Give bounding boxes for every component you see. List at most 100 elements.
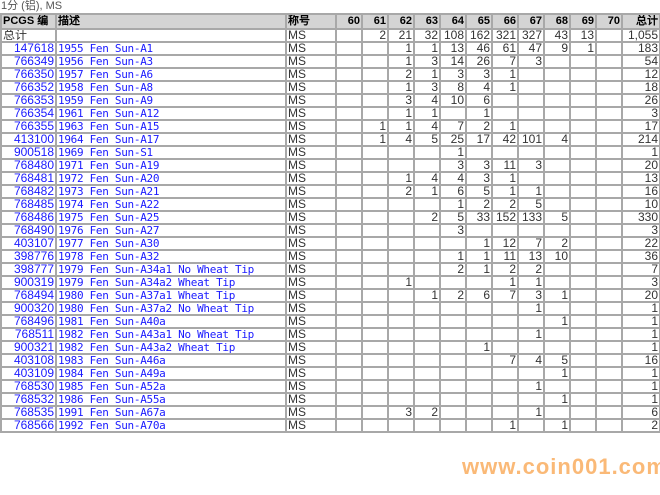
pcgs-code-link[interactable]: 766350 [0,67,57,82]
description-link[interactable]: 1979 Fen Sun-A34a1 No Wheat Tip [55,262,287,277]
pcgs-code-link[interactable]: 768532 [0,392,57,407]
pcgs-code-link[interactable]: 900518 [0,145,57,160]
description-link[interactable]: 1958 Fen Sun-A8 [55,80,287,95]
pcgs-code-link[interactable]: 147618 [0,41,57,56]
pcgs-code-link[interactable]: 766349 [0,54,57,69]
description-link[interactable]: 1982 Fen Sun-A43a1 No Wheat Tip [55,327,287,342]
header-grade-68[interactable]: 68 [543,13,571,30]
row-total: 1 [621,340,660,355]
header-designation[interactable]: 称号 [285,13,337,30]
pcgs-code-link[interactable]: 768482 [0,184,57,199]
header-grade-69[interactable]: 69 [569,13,597,30]
grade-count-61 [361,379,389,394]
description-link[interactable]: 1972 Fen Sun-A20 [55,171,287,186]
description-link[interactable]: 1973 Fen Sun-A21 [55,184,287,199]
header-code[interactable]: PCGS 编 [0,13,57,30]
header-grade-65[interactable]: 65 [465,13,493,30]
grade-count-60 [335,41,363,56]
header-grade-67[interactable]: 67 [517,13,545,30]
grade-count-68 [543,158,571,173]
pcgs-code-link[interactable]: 766355 [0,119,57,134]
header-grade-66[interactable]: 66 [491,13,519,30]
pcgs-code-link[interactable]: 766354 [0,106,57,121]
pcgs-code-link[interactable]: 768485 [0,197,57,212]
designation: MS [285,301,337,316]
description-link[interactable]: 1982 Fen Sun-A43a2 Wheat Tip [55,340,287,355]
description-link[interactable]: 1983 Fen Sun-A46a [55,353,287,368]
pcgs-code-link[interactable]: 768566 [0,418,57,433]
grade-count-61 [361,197,389,212]
grade-count-66 [491,106,519,121]
pcgs-code-link[interactable]: 766352 [0,80,57,95]
description-link[interactable]: 1986 Fen Sun-A55a [55,392,287,407]
description-link[interactable]: 1975 Fen Sun-A25 [55,210,287,225]
pcgs-code-link[interactable]: 403108 [0,353,57,368]
grade-count-66: 1 [491,171,519,186]
header-grade-64[interactable]: 64 [439,13,467,30]
description-link[interactable]: 1959 Fen Sun-A9 [55,93,287,108]
grade-count-64: 25 [439,132,467,147]
header-grade-60[interactable]: 60 [335,13,363,30]
grade-count-63 [413,353,441,368]
pcgs-code-link[interactable]: 413100 [0,132,57,147]
pcgs-code-link[interactable]: 398776 [0,249,57,264]
pcgs-code-link[interactable]: 768490 [0,223,57,238]
pcgs-code-link[interactable]: 768486 [0,210,57,225]
description-link[interactable]: 1963 Fen Sun-A15 [55,119,287,134]
grade-count-60 [335,288,363,303]
row-total: 16 [621,184,660,199]
description-link[interactable]: 1981 Fen Sun-A40a [55,314,287,329]
header-total[interactable]: 总计 [621,13,660,30]
pcgs-code-link[interactable]: 768494 [0,288,57,303]
description-link[interactable]: 1957 Fen Sun-A6 [55,67,287,82]
grade-count-60 [335,80,363,95]
grade-count-65: 46 [465,41,493,56]
description-link[interactable]: 1955 Fen Sun-A1 [55,41,287,56]
grade-count-67 [517,119,545,134]
description-link[interactable]: 1985 Fen Sun-A52a [55,379,287,394]
description-link[interactable]: 1991 Fen Sun-A67a [55,405,287,420]
pcgs-code-link[interactable]: 900319 [0,275,57,290]
grade-count-69 [569,210,597,225]
description-link[interactable]: 1974 Fen Sun-A22 [55,197,287,212]
grade-count-60 [335,275,363,290]
description-link[interactable]: 1977 Fen Sun-A30 [55,236,287,251]
header-grade-70[interactable]: 70 [595,13,623,30]
pcgs-code-link[interactable]: 900320 [0,301,57,316]
grade-count-69 [569,301,597,316]
header-description[interactable]: 描述 [55,13,287,30]
description-link[interactable]: 1980 Fen Sun-A37a1 Wheat Tip [55,288,287,303]
header-grade-61[interactable]: 61 [361,13,389,30]
description-link[interactable]: 1992 Fen Sun-A70a [55,418,287,433]
description-link[interactable]: 1961 Fen Sun-A12 [55,106,287,121]
description-link[interactable]: 1971 Fen Sun-A19 [55,158,287,173]
pcgs-code-link[interactable]: 768511 [0,327,57,342]
description-link[interactable]: 1964 Fen Sun-A17 [55,132,287,147]
description-link[interactable]: 1956 Fen Sun-A3 [55,54,287,69]
pcgs-code-link[interactable]: 768480 [0,158,57,173]
grade-count-63: 1 [413,41,441,56]
description-link[interactable]: 1980 Fen Sun-A37a2 No Wheat Tip [55,301,287,316]
pcgs-code-link[interactable]: 403107 [0,236,57,251]
pcgs-code-link[interactable]: 766353 [0,93,57,108]
pcgs-code-link[interactable]: 768535 [0,405,57,420]
pcgs-code-link[interactable]: 398777 [0,262,57,277]
description-link[interactable]: 1969 Fen Sun-S1 [55,145,287,160]
grade-count-63 [413,314,441,329]
grade-count-65: 5 [465,184,493,199]
description-link[interactable]: 1979 Fen Sun-A34a2 Wheat Tip [55,275,287,290]
pcgs-code-link[interactable]: 768481 [0,171,57,186]
total-count-65: 162 [465,28,493,43]
grade-count-70 [595,366,623,381]
pcgs-code-link[interactable]: 403109 [0,366,57,381]
pcgs-code-link[interactable]: 768496 [0,314,57,329]
description-link[interactable]: 1976 Fen Sun-A27 [55,223,287,238]
designation: MS [285,418,337,433]
description-link[interactable]: 1978 Fen Sun-A32 [55,249,287,264]
pcgs-code-link[interactable]: 900321 [0,340,57,355]
pcgs-code-link[interactable]: 768530 [0,379,57,394]
header-grade-62[interactable]: 62 [387,13,415,30]
header-grade-63[interactable]: 63 [413,13,441,30]
grade-count-65: 17 [465,132,493,147]
description-link[interactable]: 1984 Fen Sun-A49a [55,366,287,381]
